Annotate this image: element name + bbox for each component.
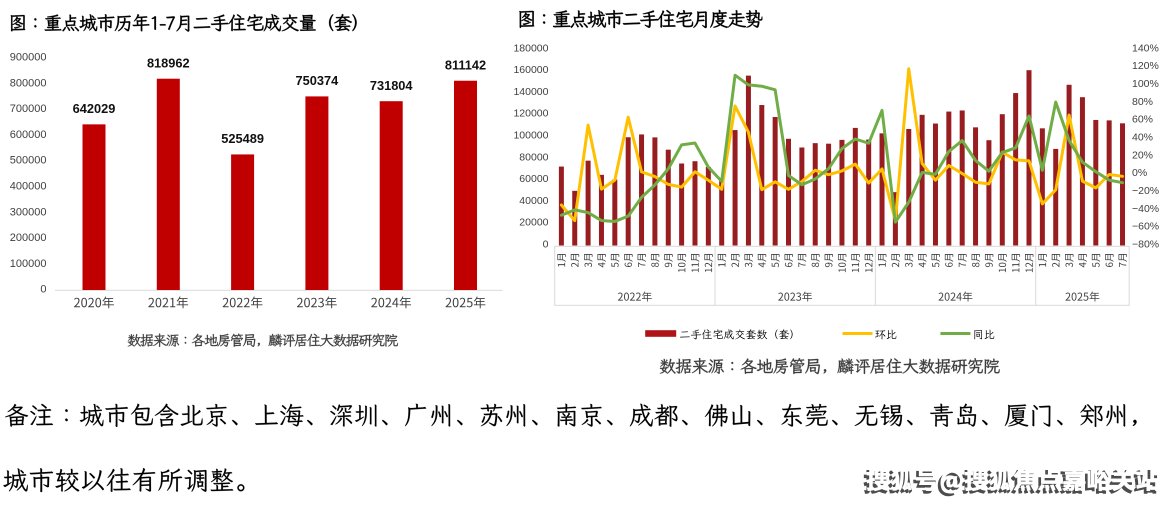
svg-text:60000: 60000	[519, 173, 548, 185]
svg-text:731804: 731804	[370, 78, 414, 93]
svg-text:700000: 700000	[10, 103, 47, 115]
svg-text:818962: 818962	[147, 55, 190, 70]
svg-text:120000: 120000	[513, 108, 548, 120]
svg-text:80000: 80000	[519, 151, 548, 163]
svg-text:180000: 180000	[513, 42, 548, 54]
svg-text:750374: 750374	[296, 73, 340, 88]
svg-text:40000: 40000	[519, 195, 548, 207]
svg-text:−20%: −20%	[1132, 185, 1159, 197]
svg-text:0%: 0%	[1132, 167, 1147, 179]
svg-text:100000: 100000	[513, 130, 548, 142]
svg-text:140000: 140000	[513, 86, 548, 98]
svg-text:20%: 20%	[1132, 149, 1153, 161]
svg-text:600000: 600000	[10, 129, 47, 141]
svg-text:100000: 100000	[10, 258, 47, 270]
svg-text:−80%: −80%	[1132, 238, 1159, 250]
svg-text:811142: 811142	[445, 57, 486, 72]
svg-text:525489: 525489	[221, 131, 264, 146]
svg-text:200000: 200000	[10, 232, 47, 244]
svg-text:160000: 160000	[513, 64, 548, 76]
svg-text:100%: 100%	[1132, 78, 1159, 90]
svg-text:−60%: −60%	[1132, 221, 1159, 233]
svg-text:60%: 60%	[1132, 114, 1153, 126]
svg-text:0: 0	[543, 238, 549, 250]
svg-text:0: 0	[40, 284, 46, 296]
svg-text:642029: 642029	[73, 101, 116, 116]
svg-text:140%: 140%	[1132, 42, 1159, 54]
svg-text:20000: 20000	[519, 217, 548, 229]
svg-text:80%: 80%	[1132, 96, 1153, 108]
svg-text:40%: 40%	[1132, 131, 1153, 143]
svg-text:900000: 900000	[10, 52, 47, 64]
svg-text:400000: 400000	[10, 181, 47, 193]
svg-text:500000: 500000	[10, 155, 47, 167]
svg-text:300000: 300000	[10, 206, 47, 218]
svg-text:120%: 120%	[1132, 60, 1159, 72]
svg-text:800000: 800000	[10, 77, 47, 89]
svg-text:−40%: −40%	[1132, 203, 1159, 215]
